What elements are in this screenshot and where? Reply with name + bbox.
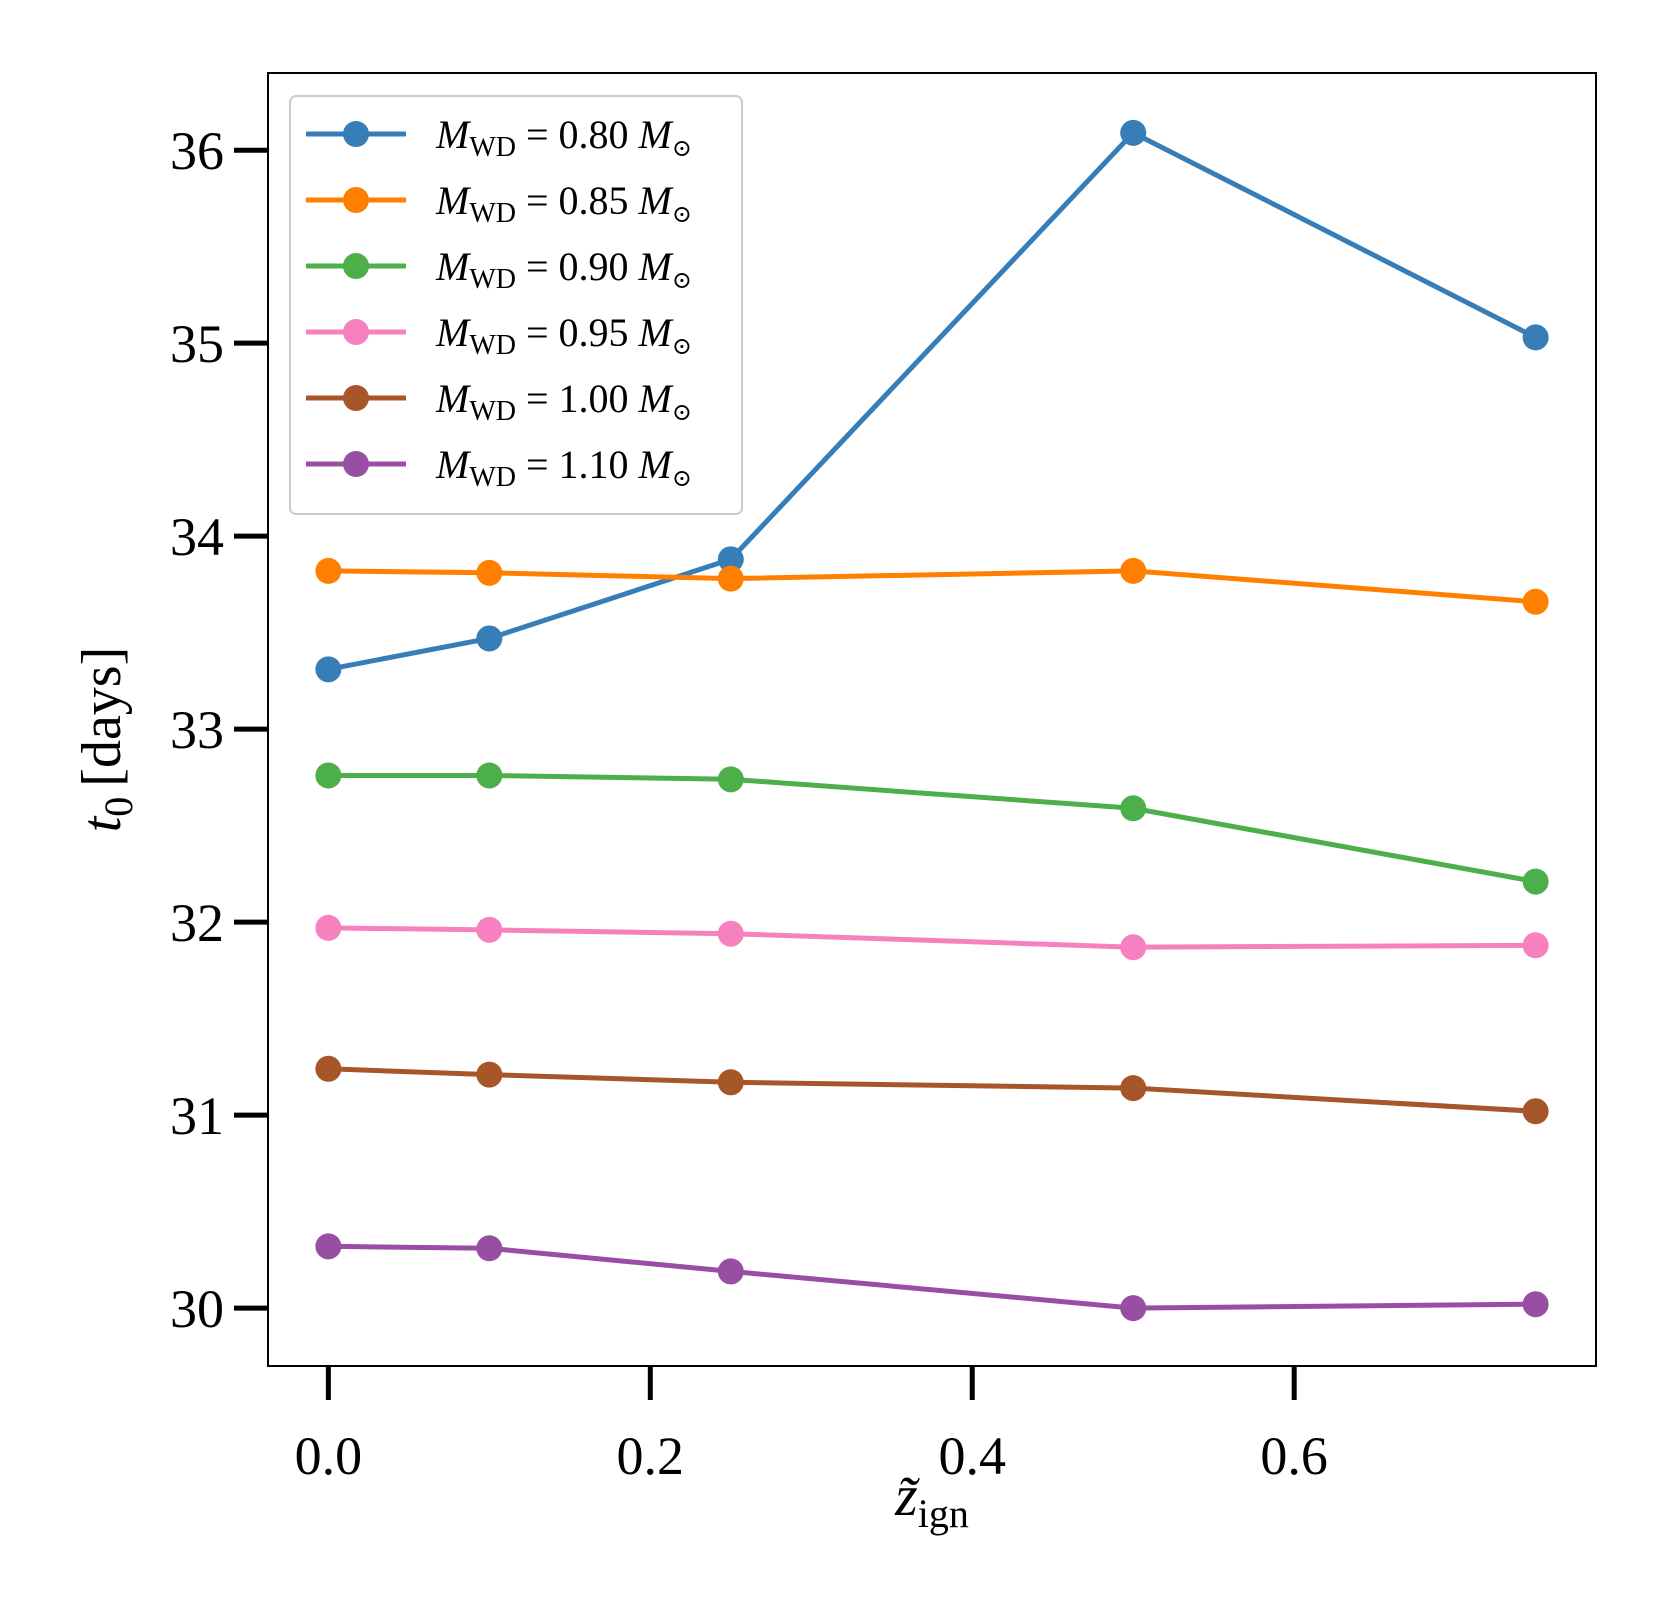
data-point bbox=[315, 762, 342, 789]
data-point bbox=[315, 656, 342, 683]
series-6 bbox=[315, 1233, 1549, 1322]
data-point bbox=[1522, 588, 1549, 615]
data-point bbox=[476, 762, 503, 789]
data-point bbox=[476, 1061, 503, 1088]
series-line bbox=[328, 773, 1537, 885]
x-axis-label-sub: ign bbox=[918, 1491, 969, 1536]
y-tick-label: 31 bbox=[170, 1086, 224, 1146]
x-tick-label: 0.6 bbox=[1260, 1426, 1328, 1486]
series-line bbox=[328, 1066, 1536, 1114]
legend-marker bbox=[343, 451, 369, 477]
legend-entry: MWD = 1.00 M⊙ bbox=[306, 376, 692, 427]
data-point bbox=[1120, 934, 1147, 961]
x-tick-label: 0.2 bbox=[617, 1426, 685, 1486]
data-point bbox=[717, 546, 744, 573]
data-point bbox=[1120, 795, 1147, 822]
y-axis-label-main: t bbox=[71, 815, 133, 832]
series-5 bbox=[315, 1055, 1549, 1125]
y-tick-label: 30 bbox=[170, 1279, 224, 1339]
legend-marker bbox=[343, 121, 369, 147]
data-point bbox=[315, 914, 342, 941]
data-point bbox=[1522, 868, 1549, 895]
series-layer bbox=[315, 119, 1549, 1322]
legend-label: MWD = 1.10 M⊙ bbox=[435, 442, 692, 493]
x-tick-label: 0.0 bbox=[295, 1426, 363, 1486]
legend: MWD = 0.80 M⊙ MWD = 0.85 M⊙ MWD = 0.90 M⊙ M… bbox=[289, 95, 743, 515]
legend-label: MWD = 0.80 M⊙ bbox=[435, 112, 692, 163]
data-point bbox=[1120, 557, 1147, 584]
legend-entry: MWD = 1.10 M⊙ bbox=[306, 442, 692, 493]
y-tick-label: 36 bbox=[170, 121, 224, 181]
legend-label: MWD = 0.90 M⊙ bbox=[435, 244, 692, 295]
series-3 bbox=[315, 762, 1549, 895]
y-tick-label: 33 bbox=[170, 700, 224, 760]
data-point bbox=[1522, 1291, 1549, 1318]
y-tick-label: 34 bbox=[170, 507, 224, 567]
legend-marker bbox=[343, 187, 369, 213]
series-line bbox=[328, 568, 1536, 605]
y-tick-label: 35 bbox=[170, 314, 224, 374]
data-point bbox=[1522, 1098, 1549, 1125]
series-2 bbox=[315, 557, 1549, 615]
y-axis-label-unit: [days] bbox=[71, 647, 133, 787]
data-point bbox=[315, 1055, 342, 1082]
legend-entry: MWD = 0.95 M⊙ bbox=[306, 310, 692, 361]
data-point bbox=[315, 1233, 342, 1260]
legend-label: MWD = 0.95 M⊙ bbox=[435, 310, 692, 361]
plot-frame bbox=[267, 72, 1597, 1367]
data-point bbox=[1120, 119, 1147, 146]
series-4 bbox=[315, 914, 1549, 961]
data-point bbox=[1522, 932, 1549, 959]
data-point bbox=[717, 1069, 744, 1096]
legend-marker bbox=[343, 385, 369, 411]
y-axis: 30 31 32 33 34 35 36 bbox=[170, 121, 268, 1339]
data-point bbox=[717, 920, 744, 947]
legend-entry: MWD = 0.90 M⊙ bbox=[306, 244, 692, 295]
legend-entry: MWD = 0.80 M⊙ bbox=[306, 112, 692, 163]
x-axis-label-main: z̃ bbox=[894, 1463, 920, 1528]
legend-entry: MWD = 0.85 M⊙ bbox=[306, 178, 692, 229]
series-line bbox=[328, 925, 1536, 950]
data-point bbox=[1120, 1295, 1147, 1322]
series-line bbox=[328, 1243, 1536, 1311]
legend-marker bbox=[343, 319, 369, 345]
data-point bbox=[1522, 324, 1549, 351]
x-axis: 0.0 0.2 0.4 0.6 bbox=[295, 1366, 1328, 1486]
series-1 bbox=[315, 119, 1549, 683]
legend-marker bbox=[343, 253, 369, 279]
data-point bbox=[717, 766, 744, 793]
data-point bbox=[717, 565, 744, 592]
x-axis-label: z̃ign bbox=[894, 1463, 969, 1536]
y-tick-label: 32 bbox=[170, 893, 224, 953]
data-point bbox=[476, 559, 503, 586]
y-axis-label: t0 [days] bbox=[71, 647, 141, 833]
data-point bbox=[476, 625, 503, 652]
data-point bbox=[476, 1235, 503, 1262]
legend-label: MWD = 0.85 M⊙ bbox=[435, 178, 692, 229]
data-point bbox=[476, 916, 503, 943]
y-axis-label-sub: 0 bbox=[96, 797, 141, 817]
data-point bbox=[1120, 1075, 1147, 1102]
legend-label: MWD = 1.00 M⊙ bbox=[435, 376, 692, 427]
data-point bbox=[717, 1258, 744, 1285]
data-point bbox=[315, 557, 342, 584]
x-tick-label: 0.4 bbox=[938, 1426, 1006, 1486]
legend-items: MWD = 0.80 M⊙ MWD = 0.85 M⊙ MWD = 0.90 M⊙ M… bbox=[306, 112, 692, 493]
